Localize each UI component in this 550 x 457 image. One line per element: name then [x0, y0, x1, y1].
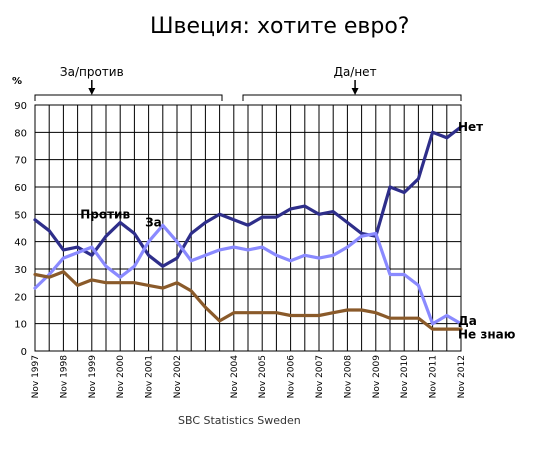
x-tick-label: Nov 2005	[258, 355, 268, 398]
y-tick-label: 60	[14, 183, 27, 194]
series-end-label: Не знаю	[458, 328, 516, 342]
axes: 0 10 20 30 40 50 60 70 80 90 Nov 1997 Nov 1998 Nov 1…	[14, 101, 467, 398]
y-tick-label: 30	[14, 265, 27, 276]
y-tick-label: 0	[21, 347, 27, 358]
x-tick-label: Nov 2006	[287, 355, 297, 399]
y-tick-label: 80	[14, 128, 27, 139]
series-line	[33, 270, 463, 331]
x-tick-label: Nov 2001	[145, 355, 155, 398]
x-tick-label: Nov 1998	[59, 355, 69, 399]
x-tick-label: Nov 2008	[343, 355, 353, 399]
y-axis-label: %	[12, 76, 22, 87]
x-tick-label: Nov 2000	[116, 355, 126, 399]
series-line	[33, 125, 463, 268]
x-tick-label: Nov 1999	[88, 355, 98, 399]
bracket-yes-no	[242, 94, 462, 101]
x-tick-label: Nov 2007	[315, 355, 325, 398]
series-lines	[33, 125, 463, 331]
y-tick-label: 50	[14, 210, 27, 221]
chart-title: Швеция: хотите евро?	[150, 14, 409, 39]
question-brackets	[34, 94, 462, 101]
arrow-head	[88, 88, 96, 95]
inline-label: За	[145, 216, 162, 230]
x-tick-label: Nov 2011	[429, 355, 439, 398]
section-label: Да/нет	[334, 65, 377, 79]
y-tick-label: 90	[14, 101, 27, 112]
bracket-for-against	[34, 94, 223, 101]
x-tick-label: Nov 2009	[372, 355, 382, 399]
x-tick-label: Nov 2012	[457, 355, 467, 398]
inline-label: Против	[80, 207, 130, 221]
y-tick-label: 10	[14, 320, 27, 331]
series-end-label: Да	[458, 314, 477, 328]
y-tick-label: 70	[14, 156, 27, 167]
series-end-label: Нет	[458, 120, 483, 134]
x-tick-label: Nov 1997	[31, 355, 41, 398]
y-tick-label: 40	[14, 238, 27, 249]
x-tick-label: Nov 2004	[230, 355, 240, 399]
section-label: За/против	[60, 65, 124, 79]
series-line	[33, 223, 463, 326]
y-tick-label: 20	[14, 292, 27, 303]
x-tick-label: Nov 2002	[173, 355, 183, 398]
source-text: SBC Statistics Sweden	[178, 414, 301, 427]
x-tick-label: Nov 2010	[400, 355, 410, 399]
arrow-head	[351, 88, 359, 95]
